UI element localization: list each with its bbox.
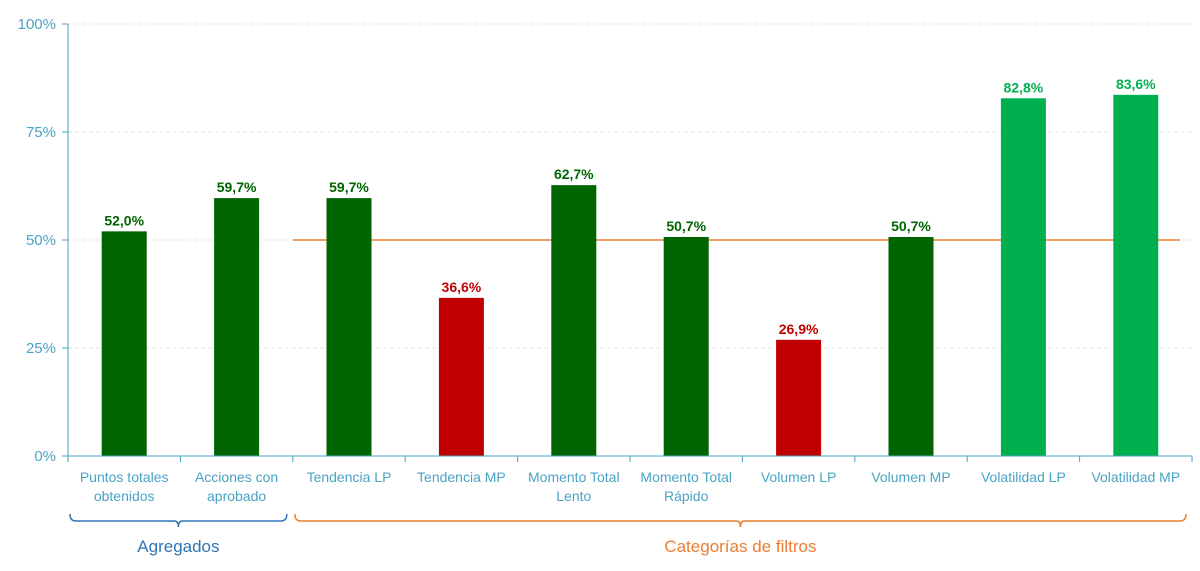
category-label-line: Lento <box>556 488 591 504</box>
category-label-line: Momento Total <box>528 469 620 485</box>
category-label-line: Volumen LP <box>761 469 837 485</box>
category-label-1: Puntos totales obtenidos <box>80 469 169 504</box>
category-label-4: Tendencia MP <box>417 469 506 485</box>
bar-6 <box>663 236 709 456</box>
data-label-6: 50,7% <box>666 218 706 234</box>
category-groups: Agregados Categorías de filtros <box>69 513 1187 556</box>
bar-5 <box>551 185 597 457</box>
category-label-7: Volumen LP <box>761 469 837 485</box>
bars <box>101 94 1159 457</box>
bar-2 <box>214 198 260 456</box>
category-label-line: aprobado <box>207 488 266 504</box>
data-labels: 52,0% 59,7% 59,7% 36,6% 62,7% 50,7% 26,9% 50,7%… <box>104 76 1156 337</box>
bar-8 <box>888 236 934 456</box>
category-label-line: Volatilidad LP <box>981 469 1066 485</box>
category-label-10: Volatilidad MP <box>1091 469 1180 485</box>
y-tick-label-0: 0% <box>34 448 56 465</box>
y-tick-label-25: 25% <box>26 340 56 357</box>
category-label-line: Puntos totales <box>80 469 169 485</box>
y-tick-label-50: 50% <box>26 232 56 249</box>
data-label-7: 26,9% <box>779 321 819 337</box>
data-label-2: 59,7% <box>217 179 257 195</box>
data-label-10: 83,6% <box>1116 76 1156 92</box>
group-label-1: Agregados <box>137 537 219 556</box>
data-label-1: 52,0% <box>104 212 144 228</box>
data-label-3: 59,7% <box>329 179 369 195</box>
bar-10 <box>1113 94 1159 457</box>
bar-7 <box>776 339 822 456</box>
category-label-line: Momento Total <box>640 469 732 485</box>
data-label-5: 62,7% <box>554 166 594 182</box>
category-label-line: obtenidos <box>94 488 155 504</box>
category-label-5: Momento Total Lento <box>528 469 620 504</box>
category-label-9: Volatilidad LP <box>981 469 1066 485</box>
category-label-6: Momento Total Rápido <box>640 469 732 504</box>
category-label-line: Volatilidad MP <box>1091 469 1180 485</box>
category-label-3: Tendencia LP <box>307 469 392 485</box>
data-label-8: 50,7% <box>891 218 931 234</box>
group-bracket-2 <box>294 513 1187 528</box>
category-label-8: Volumen MP <box>871 469 950 485</box>
category-label-line: Acciones con <box>195 469 278 485</box>
category-label-line: Volumen MP <box>871 469 950 485</box>
bar-4 <box>438 297 484 456</box>
group-bracket-1 <box>69 513 288 528</box>
group-label-2: Categorías de filtros <box>664 537 816 556</box>
category-label-2: Acciones con aprobado <box>195 469 278 504</box>
data-label-9: 82,8% <box>1004 79 1044 95</box>
data-label-4: 36,6% <box>442 279 482 295</box>
category-label-line: Tendencia LP <box>307 469 392 485</box>
x-category-labels: Puntos totales obtenidos Acciones con aprob… <box>80 469 1180 504</box>
category-label-line: Tendencia MP <box>417 469 506 485</box>
bar-1 <box>101 231 147 456</box>
category-label-line: Rápido <box>664 488 709 504</box>
bar-9 <box>1000 98 1046 456</box>
y-axis <box>62 23 1193 462</box>
bar-3 <box>326 198 372 456</box>
y-tick-label-75: 75% <box>26 124 56 141</box>
y-tick-label-100: 100% <box>18 16 56 33</box>
y-tick-labels: 0% 25% 50% 75% 100% <box>18 16 56 465</box>
